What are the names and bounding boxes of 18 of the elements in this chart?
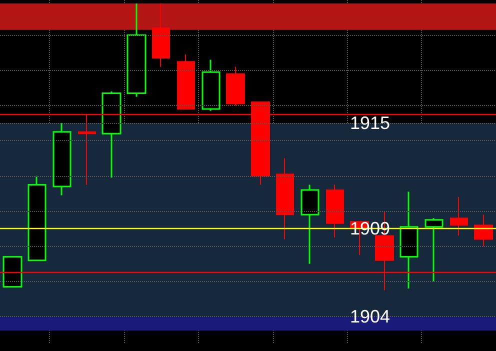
- candlestick: [474, 214, 493, 247]
- candlestick: [202, 59, 220, 112]
- candlestick: [2, 256, 22, 288]
- candlestick: [400, 190, 418, 290]
- candlestick: [177, 54, 195, 110]
- candlestick: [226, 66, 245, 106]
- candlestick: [126, 2, 146, 98]
- candlestick: [102, 90, 122, 178]
- candlestick: [152, 3, 170, 68]
- candlestick: [300, 184, 320, 265]
- candlestick: [450, 196, 468, 236]
- candlestick: [28, 175, 46, 262]
- candlestick: [276, 158, 294, 240]
- y-tick-label: 1904: [350, 306, 390, 327]
- y-tick-label: 1915: [350, 113, 390, 134]
- candlestick: [52, 122, 72, 196]
- candlestick: [326, 184, 344, 238]
- candlestick: [424, 217, 444, 282]
